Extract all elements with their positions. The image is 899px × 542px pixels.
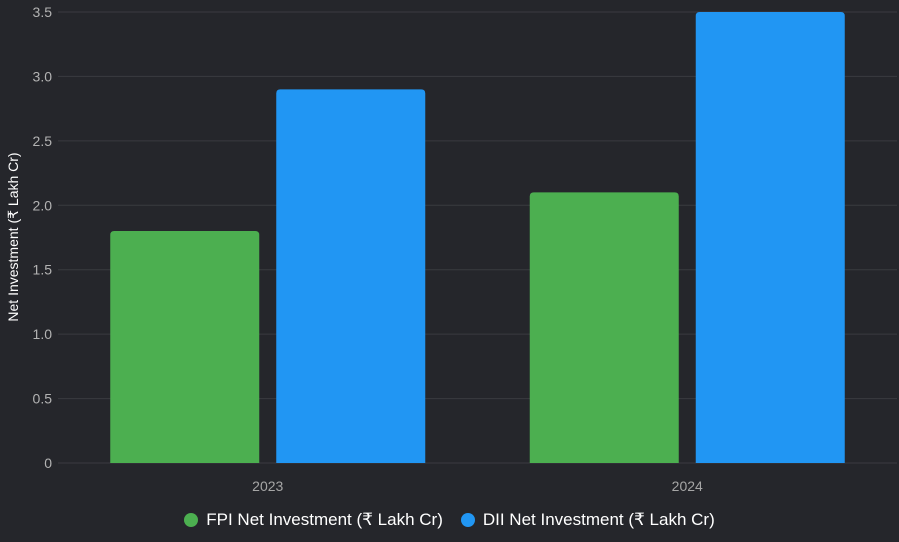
bar-fpi-2023[interactable]: [110, 231, 260, 463]
y-axis-title: Net Investment (₹ Lakh Cr): [5, 152, 21, 321]
legend-swatch-dii: [460, 513, 475, 527]
bar-dii-2024[interactable]: [695, 12, 845, 463]
bars: [110, 12, 845, 464]
y-tick-label: 0.5: [33, 391, 53, 407]
bar-dii-2023[interactable]: [276, 89, 426, 464]
y-axis-ticks: 0 0.5 1.0 1.5 2.0 2.5 3.0 3.5: [33, 4, 53, 471]
legend-item-fpi[interactable]: FPI Net Investment (₹ Lakh Cr): [184, 510, 443, 530]
legend-item-dii[interactable]: DII Net Investment (₹ Lakh Cr): [460, 510, 715, 530]
x-axis-ticks: 2023 2024: [252, 478, 703, 494]
y-tick-label: 2.5: [33, 133, 53, 149]
legend-label-fpi: FPI Net Investment (₹ Lakh Cr): [206, 510, 443, 529]
legend-label-dii: DII Net Investment (₹ Lakh Cr): [482, 510, 715, 529]
y-tick-label: 3.0: [33, 68, 53, 84]
bar-chart: 0 0.5 1.0 1.5 2.0 2.5 3.0 3.5 2023 2024 Net Inve…: [5, 4, 897, 494]
legend: FPI Net Investment (₹ Lakh Cr) DII Net I…: [0, 506, 899, 534]
y-tick-label: 1.5: [33, 262, 53, 278]
y-tick-label: 3.5: [33, 4, 53, 20]
y-tick-label: 0: [44, 455, 52, 471]
y-tick-label: 1.0: [33, 326, 53, 342]
bar-fpi-2024[interactable]: [529, 192, 679, 463]
x-tick-label: 2024: [672, 478, 703, 494]
x-tick-label: 2023: [252, 478, 283, 494]
legend-swatch-fpi: [184, 513, 199, 527]
y-tick-label: 2.0: [33, 197, 53, 213]
